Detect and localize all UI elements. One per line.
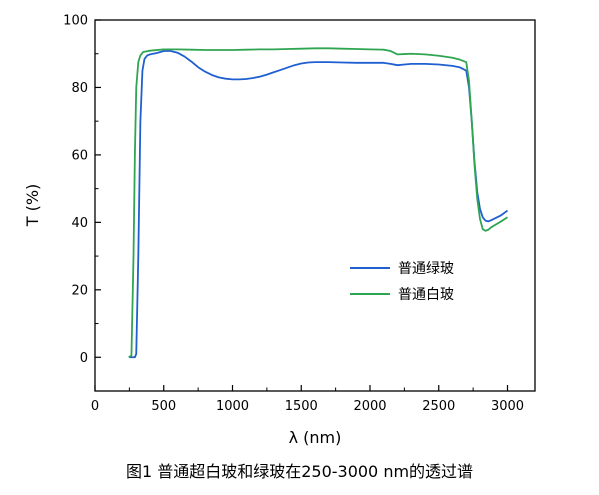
x-tick-label: 2500: [422, 399, 455, 414]
x-tick-label: 3000: [491, 399, 524, 414]
plot-area: [128, 47, 509, 359]
series-line-1: [128, 47, 508, 359]
figure-caption: 图1 普通超白玻和绿玻在250-3000 nm的透过谱: [125, 462, 474, 481]
y-tick-label: 60: [71, 148, 88, 163]
axes: [94, 19, 536, 392]
y-tick-label: 80: [71, 81, 88, 96]
plot-frame: [94, 19, 536, 392]
x-tick-label: 1000: [216, 399, 249, 414]
x-axis-ticks: 0 500 1000 1500 2000 2500 3000: [91, 385, 524, 414]
y-axis-ticks: 0 20 40 60 80 100: [63, 14, 101, 392]
y-tick-label: 20: [71, 283, 88, 298]
legend-label-0: 普通绿玻: [398, 261, 454, 277]
x-tick-label: 0: [91, 399, 99, 414]
x-tick-label: 1500: [285, 399, 318, 414]
legend-label-1: 普通白玻: [398, 287, 454, 303]
x-tick-label: 500: [151, 399, 176, 414]
x-tick-label: 2000: [353, 399, 386, 414]
y-tick-label: 40: [71, 216, 88, 231]
y-tick-label: 100: [63, 14, 88, 29]
y-axis-label: T (%): [23, 184, 42, 228]
y-tick-label: 0: [80, 351, 88, 366]
x-axis-label: λ (nm): [289, 428, 342, 447]
series-line-0: [129, 50, 509, 359]
